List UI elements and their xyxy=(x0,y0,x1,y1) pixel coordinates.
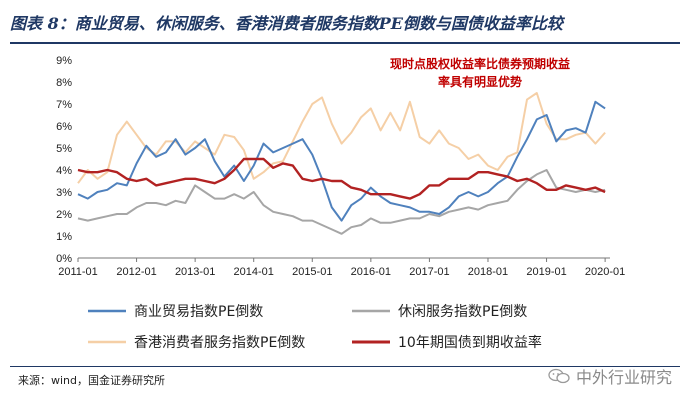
y-tick-label: 6% xyxy=(56,121,72,133)
x-tick-label: 2016-01 xyxy=(351,266,391,278)
legend-label: 10年期国债到期收益率 xyxy=(398,334,542,351)
watermark-text: 中外行业研究 xyxy=(576,368,673,387)
title-rule xyxy=(10,42,680,44)
y-tick-label: 5% xyxy=(56,143,72,155)
x-tick-label: 2018-01 xyxy=(468,266,508,278)
y-tick-label: 2% xyxy=(56,209,72,221)
y-tick-label: 7% xyxy=(56,99,72,111)
annotation-line: 率具有明显优势 xyxy=(438,74,522,89)
y-tick-label: 4% xyxy=(56,165,72,177)
x-tick-label: 2014-01 xyxy=(234,266,274,278)
series-line-4 xyxy=(77,157,606,200)
x-tick-label: 2012-01 xyxy=(116,266,156,278)
series-line-2 xyxy=(77,169,606,235)
source-note: 来源：wind，国金证券研究所 xyxy=(18,374,166,387)
y-tick-label: 3% xyxy=(56,187,72,199)
y-axis: 0% 1% 2% 3% 4% 5% 6% 7% 8% 9% xyxy=(56,55,72,265)
wechat-icon xyxy=(548,368,570,384)
x-tick-label: 2020-01 xyxy=(585,266,625,278)
line-chart: 0% 1% 2% 3% 4% 5% 6% 7% 8% 9% 2011-01 2012-01 2013-… xyxy=(56,55,625,351)
legend-label: 商业贸易指数PE倒数 xyxy=(134,304,263,320)
series-line-3 xyxy=(77,92,606,184)
y-tick-label: 8% xyxy=(56,77,72,89)
source-rule xyxy=(10,366,680,367)
legend-label: 香港消费者服务指数PE倒数 xyxy=(134,335,305,351)
x-axis: 2011-01 2012-01 2013-01 2014-01 2015-01 2016-… xyxy=(58,257,625,278)
x-tick-label: 2011-01 xyxy=(58,266,98,278)
y-tick-label: 0% xyxy=(56,253,72,265)
x-tick-label: 2013-01 xyxy=(175,266,215,278)
series-line-1 xyxy=(77,100,606,222)
x-tick-label: 2019-01 xyxy=(526,266,566,278)
y-tick-label: 1% xyxy=(56,231,72,243)
legend-label: 休闲服务指数PE倒数 xyxy=(398,304,527,320)
watermark: 中外行业研究 xyxy=(548,364,672,388)
y-tick-label: 9% xyxy=(56,55,72,67)
x-tick-label: 2015-01 xyxy=(292,266,332,278)
x-tick-label: 2017-01 xyxy=(409,266,449,278)
annotation-line: 现时点股权收益率比债券预期收益 xyxy=(390,56,570,71)
chart-title: 图表 8：商业贸易、休闲服务、香港消费者服务指数PE倒数与国债收益率比较 xyxy=(10,14,563,33)
series-lines xyxy=(77,92,606,235)
